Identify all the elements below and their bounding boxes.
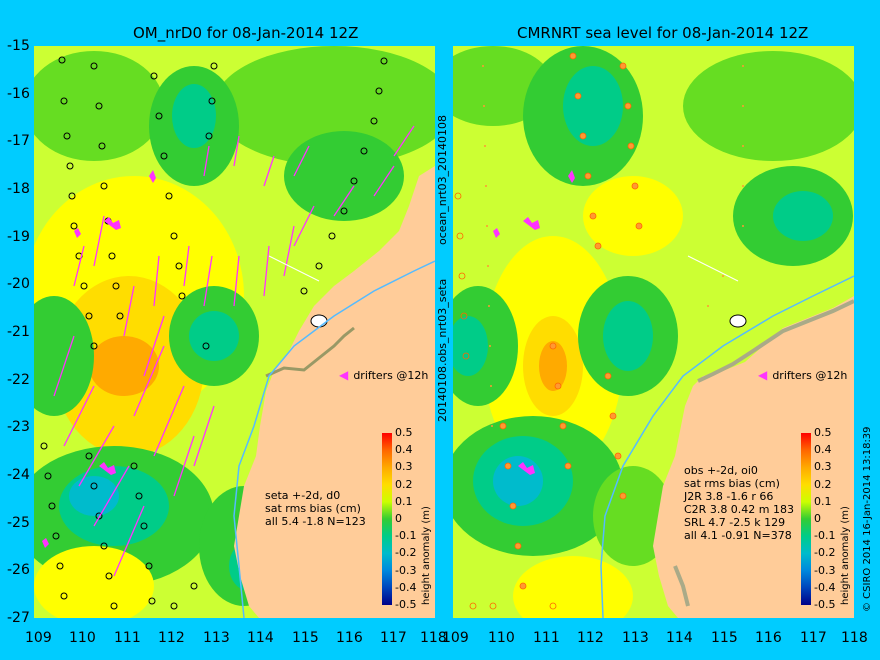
- right-stats-line2: sat rms bias (cm): [684, 477, 780, 490]
- right-map-title: CMRNRT sea level for 08-Jan-2014 12Z: [517, 24, 809, 42]
- colorbar-tick: 0.1: [814, 495, 832, 508]
- y-tick-label: -23: [7, 419, 30, 435]
- y-tick-label: -19: [7, 229, 30, 245]
- colorbar-tick: -0.2: [814, 546, 836, 559]
- colorbar-tick: 0.2: [814, 478, 832, 491]
- x-tick-label: 117: [800, 630, 827, 646]
- colorbar-tick: 0.5: [814, 426, 832, 439]
- right-stats-line6: all 4.1 -0.91 N=378: [684, 529, 792, 542]
- colorbar-strip: [801, 433, 811, 605]
- credit-label: © CSIRO 2014 16-Jan-2014 13:18:39: [862, 426, 873, 612]
- colorbar-tick: -0.5: [395, 598, 417, 611]
- y-tick-label: -26: [7, 562, 30, 578]
- left-colorbar: 0.5 0.4 0.3 0.2 0.1 0 -0.1 -0.2 -0.3 -0.…: [382, 426, 416, 611]
- right-satellite-obs: [454, 52, 643, 610]
- x-tick-label: 110: [69, 630, 96, 646]
- colorbar-tick: -0.1: [395, 529, 417, 542]
- y-tick-label: -27: [7, 610, 30, 626]
- x-tick-label: 118: [420, 630, 447, 646]
- x-tick-label: 114: [666, 630, 693, 646]
- right-stats-line5: SRL 4.7 -2.5 k 129: [684, 516, 786, 529]
- right-height-field: [453, 46, 854, 618]
- right-stats-line3: J2R 3.8 -1.6 r 66: [684, 490, 774, 503]
- left-drifter-legend: ◀ drifters @12h: [339, 364, 428, 383]
- x-tick-label: 111: [533, 630, 560, 646]
- left-stats-line3: all 5.4 -1.8 N=123: [265, 515, 366, 528]
- x-tick-label: 111: [114, 630, 141, 646]
- left-colorbar-label: height anomaly (m): [421, 506, 432, 605]
- x-tick-label: 113: [203, 630, 230, 646]
- right-stats-line1: obs +-2d, oi0: [684, 464, 758, 477]
- model-file-label: ocean_nrt03_20140108: [436, 114, 449, 245]
- right-stats-line4: C2R 3.8 0.42 m 183: [684, 503, 795, 516]
- x-tick-label: 118: [841, 630, 868, 646]
- colorbar-tick: 0.1: [395, 495, 413, 508]
- x-tick-label: 110: [488, 630, 515, 646]
- colorbar-tick: -0.2: [395, 546, 417, 559]
- y-tick-label: -22: [7, 372, 30, 388]
- left-drifter-label: drifters @12h: [353, 369, 429, 382]
- x-tick-label: 109: [442, 630, 469, 646]
- right-colorbar-label: height anomaly (m): [840, 506, 851, 605]
- colorbar-tick: 0.3: [395, 460, 413, 473]
- colorbar-tick: 0: [395, 512, 402, 525]
- right-drifter-legend: ◀ drifters @12h: [758, 364, 847, 383]
- colorbar-tick: -0.5: [814, 598, 836, 611]
- drifter-arrow-icon: ◀: [758, 368, 768, 382]
- right-colorbar: 0.5 0.4 0.3 0.2 0.1 0 -0.1 -0.2 -0.3 -0.…: [801, 426, 835, 611]
- x-tick-label: 109: [25, 630, 52, 646]
- x-tick-label: 114: [247, 630, 274, 646]
- y-tick-label: -20: [7, 276, 30, 292]
- colorbar-tick: 0.4: [814, 443, 832, 456]
- x-tick-label: 117: [380, 630, 407, 646]
- colorbar-tick: -0.3: [814, 564, 836, 577]
- colorbar-tick: -0.3: [395, 564, 417, 577]
- x-tick-label: 116: [755, 630, 782, 646]
- colorbar-tick: 0: [814, 512, 821, 525]
- right-map: ◀ drifters @12h obs +-2d, oi0 sat rms bi…: [453, 46, 854, 618]
- right-stats-box: obs +-2d, oi0 sat rms bias (cm) J2R 3.8 …: [684, 464, 794, 542]
- left-map-title: OM_nrD0 for 08-Jan-2014 12Z: [133, 24, 359, 42]
- y-tick-label: -25: [7, 515, 30, 531]
- colorbar-tick: -0.4: [814, 581, 836, 594]
- colorbar-tick: 0.3: [814, 460, 832, 473]
- left-satellite-obs: [40, 56, 388, 610]
- colorbar-tick: 0.5: [395, 426, 413, 439]
- y-tick-label: -15: [7, 38, 30, 54]
- drifter-tracks: [493, 170, 575, 475]
- x-tick-label: 112: [158, 630, 185, 646]
- right-drifter-label: drifters @12h: [772, 369, 848, 382]
- colorbar-tick: -0.1: [814, 529, 836, 542]
- y-tick-label: -18: [7, 181, 30, 197]
- drifter-tracks: [42, 170, 156, 548]
- y-tick-label: -21: [7, 324, 30, 340]
- x-tick-label: 115: [711, 630, 738, 646]
- colorbar-tick: -0.4: [395, 581, 417, 594]
- left-drifter-arrows: [53, 125, 415, 577]
- x-tick-label: 113: [622, 630, 649, 646]
- x-tick-label: 115: [292, 630, 319, 646]
- left-stats-box: seta +-2d, d0 sat rms bias (cm) all 5.4 …: [265, 489, 366, 528]
- left-stats-line1: seta +-2d, d0: [265, 489, 341, 502]
- left-map: ◀ drifters @12h seta +-2d, d0 sat rms bi…: [34, 46, 435, 618]
- y-tick-label: -17: [7, 133, 30, 149]
- left-stats-line2: sat rms bias (cm): [265, 502, 361, 515]
- colorbar-strip: [382, 433, 392, 605]
- colorbar-tick: 0.4: [395, 443, 413, 456]
- colorbar-tick: 0.2: [395, 478, 413, 491]
- obs-file-label: 20140108.obs_nrt03_seta: [436, 278, 449, 422]
- x-tick-label: 112: [577, 630, 604, 646]
- drifter-arrow-icon: ◀: [339, 368, 349, 382]
- x-tick-label: 116: [336, 630, 363, 646]
- y-tick-label: -16: [7, 86, 30, 102]
- y-tick-label: -24: [7, 467, 30, 483]
